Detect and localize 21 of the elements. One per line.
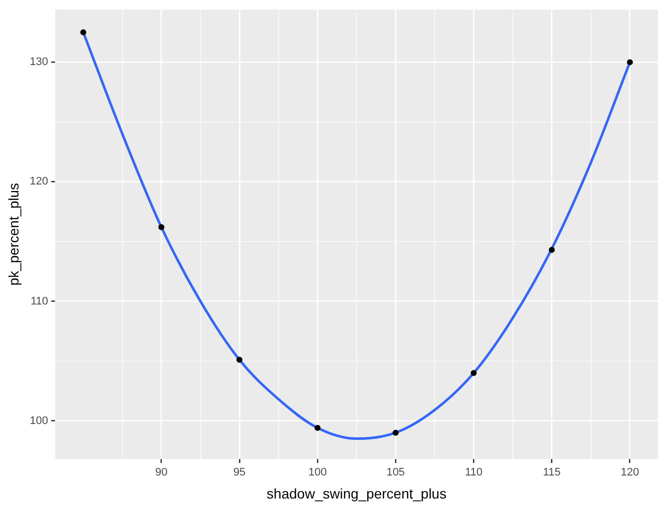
x-axis-title: shadow_swing_percent_plus	[266, 485, 446, 502]
x-tick-label: 90	[155, 466, 168, 479]
point	[626, 59, 633, 66]
x-tick-label: 105	[386, 466, 405, 479]
y-axis-title: pk_percent_plus	[5, 182, 22, 286]
x-tick-label: 120	[620, 466, 640, 479]
x-tick-label: 115	[543, 466, 561, 479]
point	[548, 246, 555, 253]
point	[80, 29, 86, 36]
y-tick-label: 120	[30, 176, 48, 188]
x-tick-label: 110	[464, 466, 482, 479]
x-tick-label: 95	[233, 466, 246, 479]
point	[392, 430, 399, 436]
point	[470, 370, 477, 376]
point	[236, 356, 242, 363]
y-tick-label: 100	[30, 414, 48, 427]
point	[314, 424, 321, 431]
x-tick-label: 100	[308, 466, 327, 479]
y-tick-label: 110	[30, 295, 48, 308]
y-tick-label: 130	[30, 56, 48, 68]
point	[158, 224, 164, 230]
